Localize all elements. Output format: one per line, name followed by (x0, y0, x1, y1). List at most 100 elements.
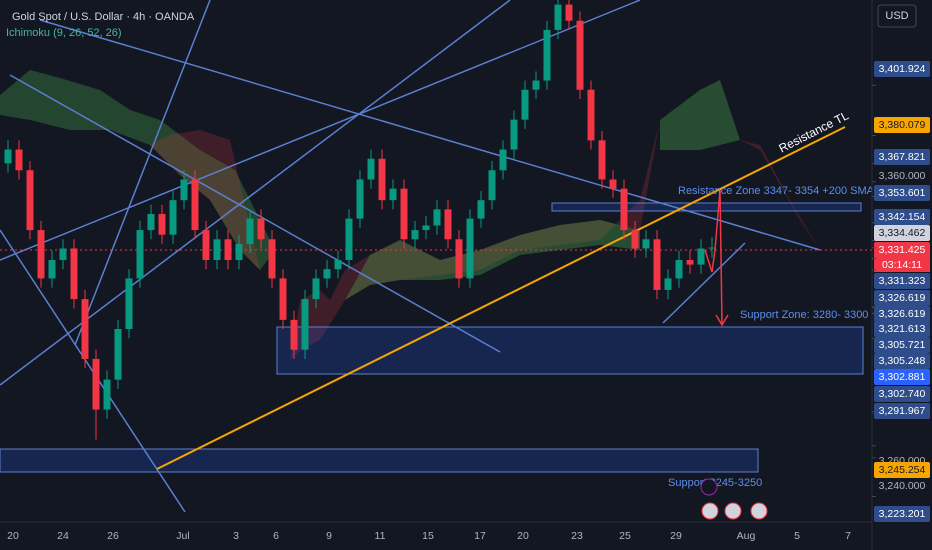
resistance-zone-label: Resistance Zone 3347- 3354 +200 SMA (678, 185, 875, 197)
candle-body (290, 319, 298, 350)
candle-body (609, 179, 617, 189)
price-label: 3,302.881 (879, 371, 926, 383)
candle-body (246, 218, 254, 244)
currency-button[interactable] (877, 4, 917, 28)
candle-body (620, 188, 628, 231)
candle-body (543, 29, 551, 81)
candle-body (15, 149, 23, 171)
candle-body (686, 260, 694, 265)
price-label-bg (874, 209, 930, 225)
candle-body (191, 179, 199, 231)
candle-body (169, 200, 177, 235)
candle-body (92, 358, 100, 410)
support-zone-box (276, 326, 864, 375)
x-tick-label: 9 (326, 530, 332, 542)
candles (4, 0, 716, 440)
x-tick-label: 6 (273, 530, 279, 542)
x-tick-label: 11 (375, 530, 386, 542)
candle-body (631, 230, 639, 249)
candle-body (257, 218, 265, 240)
countdown-bg (874, 257, 930, 272)
price-label: 3,331.323 (879, 275, 926, 287)
candle-body (576, 20, 584, 90)
x-tick-label: 3 (233, 530, 239, 542)
candle-body (455, 239, 463, 279)
price-label: 3,326.619 (879, 292, 926, 304)
candle-body (59, 248, 67, 260)
x-tick-label: 25 (619, 530, 631, 542)
x-tick-label: 17 (474, 530, 486, 542)
trend-lines (0, 0, 821, 513)
candle-body (697, 248, 705, 265)
candle-body (103, 379, 111, 410)
price-label: 3,245.254 (879, 464, 926, 476)
candle-body (488, 170, 496, 201)
candle-body (279, 278, 287, 320)
x-tick-label: 15 (422, 530, 434, 542)
price-label-bg (874, 321, 930, 337)
currency-label[interactable]: USD (885, 10, 908, 22)
candle-body (136, 230, 144, 279)
candle-body (224, 239, 232, 260)
candle-body (268, 239, 276, 279)
candle-body (158, 213, 166, 235)
candle-body (653, 239, 661, 290)
candle-body (202, 230, 210, 260)
projection-arrows (704, 189, 729, 327)
candle-body (466, 218, 474, 279)
candle-body (235, 243, 243, 260)
countdown: 03:14:11 (882, 259, 922, 271)
candle-body (521, 89, 529, 120)
candle-body (345, 218, 353, 260)
candle-body (499, 149, 507, 171)
resistance-zone-box (551, 202, 862, 212)
price-label-bg (874, 306, 930, 322)
price-label-bg (874, 225, 930, 241)
candle-body (532, 80, 540, 90)
price-label: 3,401.924 (879, 63, 926, 75)
price-label-bg (874, 462, 930, 478)
price-label-bg (874, 386, 930, 402)
price-label: 3,321.613 (879, 323, 926, 335)
price-label: 3,223.201 (879, 508, 926, 520)
candle-body (389, 188, 397, 201)
x-tick-label: 29 (670, 530, 682, 542)
indicator-label: Ichimoku (9, 26, 52, 26) (6, 27, 122, 39)
price-label-bg (874, 61, 930, 77)
candle-body (422, 225, 430, 231)
candle-body (642, 239, 650, 249)
x-tick-label: 24 (57, 530, 69, 542)
axis-labels: 3,401.924 3,380.079 3,367.821 3,360.000 3,35… (7, 61, 930, 542)
candle-body (367, 158, 375, 180)
x-tick-label: 20 (7, 530, 19, 542)
price-label: 3,353.601 (879, 187, 926, 199)
price-label-bg (874, 353, 930, 369)
candle-body (708, 247, 716, 249)
price-label-bg (874, 242, 930, 258)
x-tick-label: 20 (517, 530, 529, 542)
price-label: 3,305.248 (879, 355, 926, 367)
x-tick-label: Aug (737, 530, 756, 542)
candle-body (125, 278, 133, 330)
candle-body (356, 179, 364, 219)
resistance-trend-line (156, 126, 846, 470)
price-label: 3,240.000 (879, 480, 926, 492)
candle-body (48, 260, 56, 279)
x-tick-label: 26 (107, 530, 119, 542)
candle-body (400, 188, 408, 240)
price-label: 3,367.821 (879, 151, 926, 163)
x-tick-label: 7 (845, 530, 851, 542)
candle-body (114, 329, 122, 380)
event-icons (700, 478, 768, 520)
support-low-box (0, 448, 759, 473)
price-label: 3,360.000 (879, 170, 926, 182)
price-label: 3,305.721 (879, 339, 926, 351)
candle-body (70, 248, 78, 300)
price-label-bg (874, 117, 930, 133)
x-tick-label: 5 (794, 530, 800, 542)
price-label-bg (874, 369, 930, 385)
support-zone-label: Support Zone: 3280- 3300 (740, 309, 868, 321)
price-label-bg (874, 149, 930, 165)
candle-body (4, 149, 12, 164)
